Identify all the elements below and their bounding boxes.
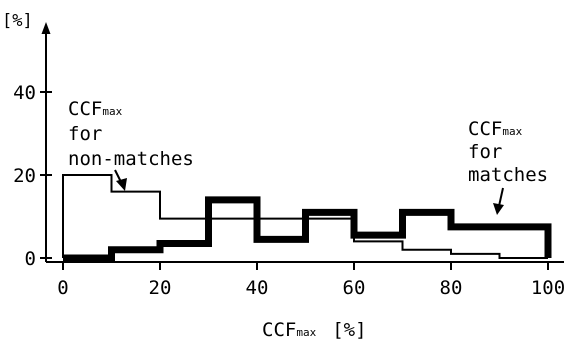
y-axis-label: [%] — [2, 11, 33, 31]
svg-text:CCFmax: CCFmax — [68, 98, 123, 120]
annotation-non-matches-line1: CCF — [68, 98, 102, 120]
x-axis-label-main: CCF — [262, 319, 296, 341]
x-axis-label-sub: max — [296, 326, 316, 339]
series-layer — [62, 174, 552, 262]
annotation-non-matches-line2: for — [68, 123, 102, 145]
annotation-matches-sub: max — [502, 125, 522, 138]
y-tick-label: 40 — [13, 82, 36, 104]
series-non-matches-line — [62, 174, 548, 259]
annotation-non-matches-line3: non-matches — [68, 148, 194, 170]
annotation-non-matches-sub: max — [102, 105, 122, 118]
annotation-non-matches-arrow — [114, 169, 127, 191]
x-tick-group: 0 20 40 60 80 100 — [57, 262, 565, 299]
y-tick-group: 0 20 40 — [13, 82, 52, 270]
x-tick-label: 40 — [246, 277, 269, 299]
x-axis-label: CCFmax [%] — [262, 319, 367, 341]
x-axis-label-unit: [%] — [332, 319, 366, 341]
y-tick-label: 0 — [25, 248, 36, 270]
x-tick-label: 60 — [343, 277, 366, 299]
annotation-matches-arrow — [493, 187, 504, 215]
annotation-matches-line3: matches — [468, 164, 548, 186]
x-tick-label: 100 — [531, 277, 565, 299]
y-axis-arrow — [41, 22, 51, 34]
svg-text:CCFmax: CCFmax — [468, 118, 523, 140]
x-tick-label: 0 — [57, 277, 68, 299]
annotation-non-matches: CCFmax for non-matches — [68, 98, 194, 170]
series-matches-line — [63, 196, 552, 262]
annotation-matches-line2: for — [468, 141, 502, 163]
y-tick-label: 20 — [13, 165, 36, 187]
annotation-matches-line1: CCF — [468, 118, 502, 140]
x-tick-label: 80 — [440, 277, 463, 299]
annotation-matches: CCFmax for matches — [468, 118, 548, 186]
x-tick-label: 20 — [149, 277, 172, 299]
